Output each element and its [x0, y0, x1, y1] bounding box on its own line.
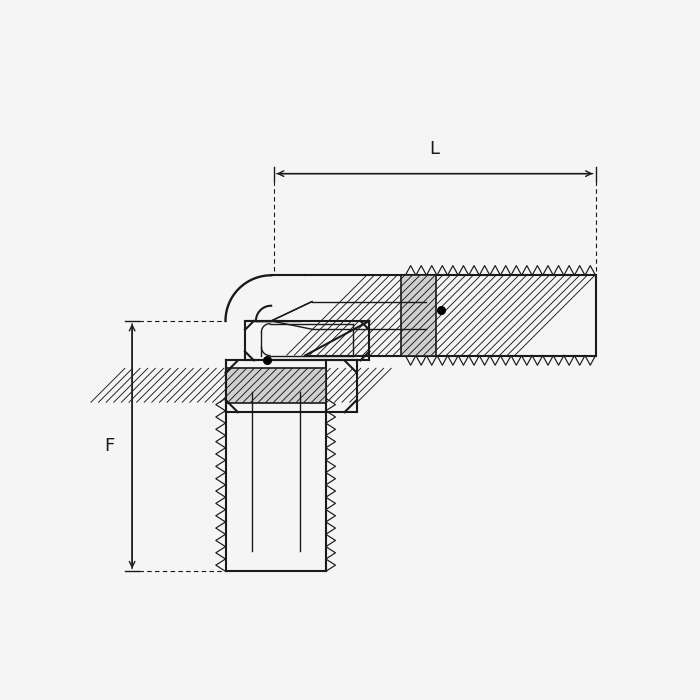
Bar [225, 368, 326, 402]
Bar [401, 275, 436, 356]
Text: F: F [104, 437, 115, 455]
Text: L: L [430, 141, 440, 158]
